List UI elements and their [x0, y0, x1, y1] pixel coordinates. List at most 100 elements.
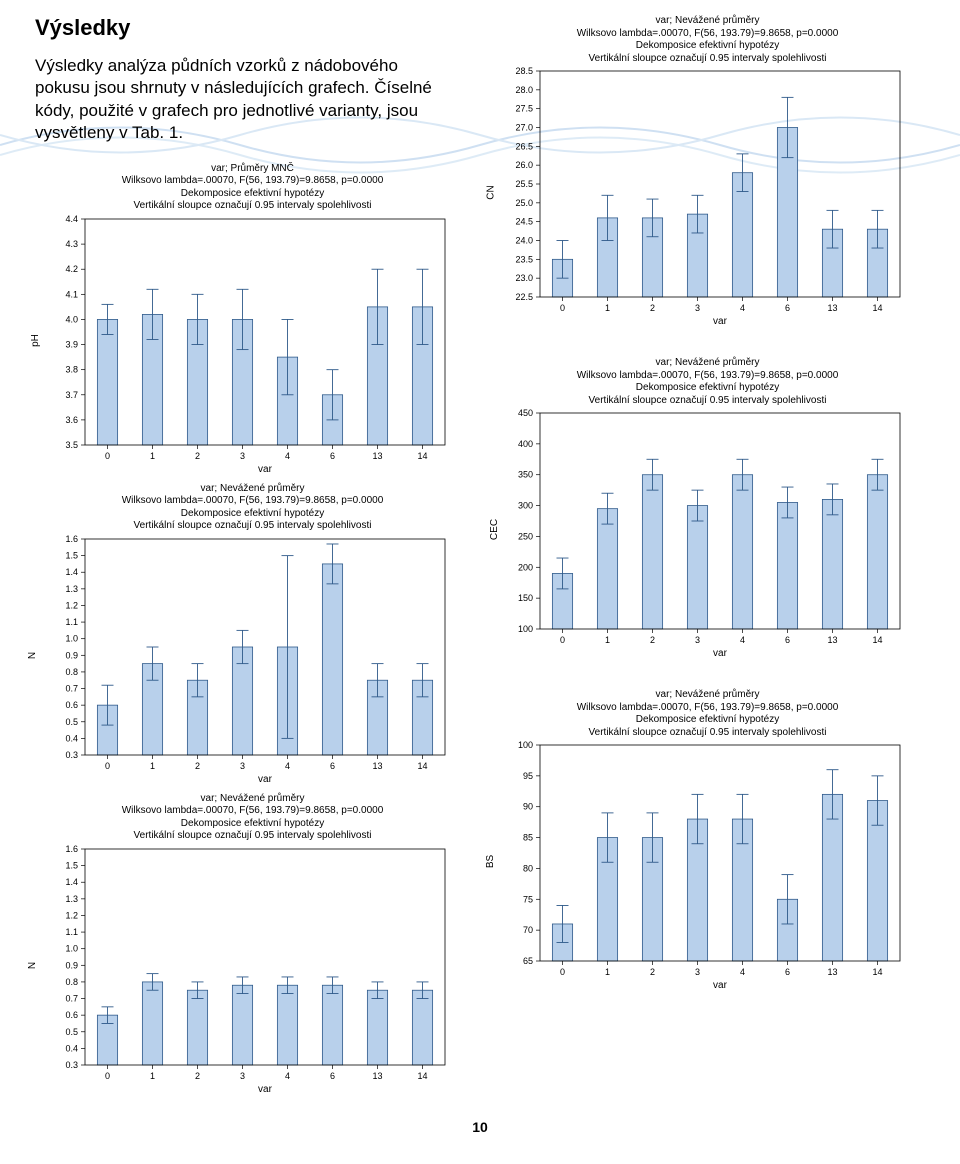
svg-text:0.9: 0.9 [65, 960, 78, 970]
svg-text:1: 1 [605, 303, 610, 313]
svg-text:13: 13 [827, 967, 837, 977]
svg-text:24.0: 24.0 [515, 236, 533, 246]
svg-text:4.2: 4.2 [65, 264, 78, 274]
svg-text:24.5: 24.5 [515, 217, 533, 227]
svg-text:1.3: 1.3 [65, 894, 78, 904]
svg-text:250: 250 [518, 531, 533, 541]
svg-text:0: 0 [105, 761, 110, 771]
svg-text:var: var [258, 464, 273, 475]
y-axis-label: BS [485, 855, 496, 868]
svg-text:26.5: 26.5 [515, 141, 533, 151]
intro-paragraph: Výsledky analýza půdních vzorků z nádobo… [35, 55, 445, 145]
svg-text:0.4: 0.4 [65, 1043, 78, 1053]
svg-text:13: 13 [372, 1071, 382, 1081]
chart-title: var; Nevážené průměry Wilksovo lambda=.0… [490, 689, 925, 739]
svg-text:200: 200 [518, 562, 533, 572]
svg-text:6: 6 [785, 967, 790, 977]
svg-text:3: 3 [695, 967, 700, 977]
svg-text:14: 14 [417, 761, 427, 771]
svg-text:28.5: 28.5 [515, 67, 533, 76]
svg-text:2: 2 [195, 451, 200, 461]
y-axis-label: N [27, 962, 38, 969]
svg-text:25.5: 25.5 [515, 179, 533, 189]
svg-text:100: 100 [518, 624, 533, 634]
svg-text:3.8: 3.8 [65, 364, 78, 374]
svg-text:1.4: 1.4 [65, 567, 78, 577]
svg-text:0.8: 0.8 [65, 977, 78, 987]
svg-text:1.3: 1.3 [65, 584, 78, 594]
svg-text:350: 350 [518, 470, 533, 480]
svg-text:4: 4 [740, 303, 745, 313]
svg-text:0.3: 0.3 [65, 1060, 78, 1070]
svg-text:0.6: 0.6 [65, 1010, 78, 1020]
svg-text:25.0: 25.0 [515, 198, 533, 208]
svg-text:var: var [258, 774, 273, 785]
chart-svg: 0.30.40.50.60.70.80.91.01.11.21.31.41.51… [35, 845, 455, 1095]
svg-text:1.4: 1.4 [65, 877, 78, 887]
svg-text:13: 13 [372, 761, 382, 771]
svg-text:27.5: 27.5 [515, 104, 533, 114]
svg-text:450: 450 [518, 409, 533, 418]
svg-text:1.6: 1.6 [65, 535, 78, 544]
chart-svg: 657075808590951000123461314var [490, 741, 910, 991]
svg-text:1: 1 [605, 635, 610, 645]
chart-svg: 3.53.63.73.83.94.04.14.24.34.40123461314… [35, 215, 455, 475]
svg-text:1.5: 1.5 [65, 550, 78, 560]
svg-text:var: var [713, 980, 728, 991]
svg-text:2: 2 [195, 761, 200, 771]
svg-text:85: 85 [523, 833, 533, 843]
svg-text:1.0: 1.0 [65, 633, 78, 643]
svg-text:0.5: 0.5 [65, 717, 78, 727]
chart-n-2: var; Nevážené průměry Wilksovo lambda=.0… [35, 793, 470, 1095]
svg-text:1.6: 1.6 [65, 845, 78, 854]
svg-text:27.0: 27.0 [515, 123, 533, 133]
svg-text:0.9: 0.9 [65, 650, 78, 660]
y-axis-label: pH [30, 334, 41, 347]
svg-text:3: 3 [695, 635, 700, 645]
svg-text:3: 3 [240, 1071, 245, 1081]
svg-text:2: 2 [650, 635, 655, 645]
svg-text:14: 14 [417, 1071, 427, 1081]
svg-text:13: 13 [372, 451, 382, 461]
svg-text:4.4: 4.4 [65, 215, 78, 224]
chart-svg: 0.30.40.50.60.70.80.91.01.11.21.31.41.51… [35, 535, 455, 785]
svg-text:6: 6 [785, 303, 790, 313]
svg-text:1.5: 1.5 [65, 860, 78, 870]
svg-text:0.7: 0.7 [65, 683, 78, 693]
chart-title: var; Nevážené průměry Wilksovo lambda=.0… [35, 793, 470, 843]
svg-text:70: 70 [523, 925, 533, 935]
svg-text:0.3: 0.3 [65, 750, 78, 760]
svg-text:var: var [713, 316, 728, 327]
svg-text:2: 2 [650, 967, 655, 977]
chart-cn: var; Nevážené průměry Wilksovo lambda=.0… [490, 15, 925, 327]
svg-text:1: 1 [605, 967, 610, 977]
y-axis-label: N [27, 652, 38, 659]
svg-text:0: 0 [560, 967, 565, 977]
section-heading: Výsledky [35, 15, 470, 41]
svg-text:4: 4 [285, 761, 290, 771]
svg-text:22.5: 22.5 [515, 292, 533, 302]
svg-text:80: 80 [523, 863, 533, 873]
svg-text:3.9: 3.9 [65, 339, 78, 349]
svg-text:1: 1 [150, 451, 155, 461]
svg-text:var: var [258, 1084, 273, 1095]
svg-text:400: 400 [518, 439, 533, 449]
svg-text:4: 4 [285, 451, 290, 461]
svg-text:var: var [713, 648, 728, 659]
svg-text:1: 1 [150, 1071, 155, 1081]
svg-text:3: 3 [240, 451, 245, 461]
svg-text:14: 14 [872, 303, 882, 313]
svg-text:0: 0 [105, 1071, 110, 1081]
svg-text:1.1: 1.1 [65, 927, 78, 937]
svg-text:0: 0 [560, 303, 565, 313]
chart-title: var; Nevážené průměry Wilksovo lambda=.0… [35, 483, 470, 533]
svg-text:1.1: 1.1 [65, 617, 78, 627]
svg-text:0.7: 0.7 [65, 993, 78, 1003]
svg-text:95: 95 [523, 771, 533, 781]
chart-ph: var; Průměry MNČ Wilksovo lambda=.00070,… [35, 163, 470, 475]
chart-cec: var; Nevážené průměry Wilksovo lambda=.0… [490, 357, 925, 659]
svg-text:150: 150 [518, 593, 533, 603]
svg-text:23.0: 23.0 [515, 273, 533, 283]
chart-svg: 1001502002503003504004500123461314var [490, 409, 910, 659]
svg-text:0.4: 0.4 [65, 733, 78, 743]
